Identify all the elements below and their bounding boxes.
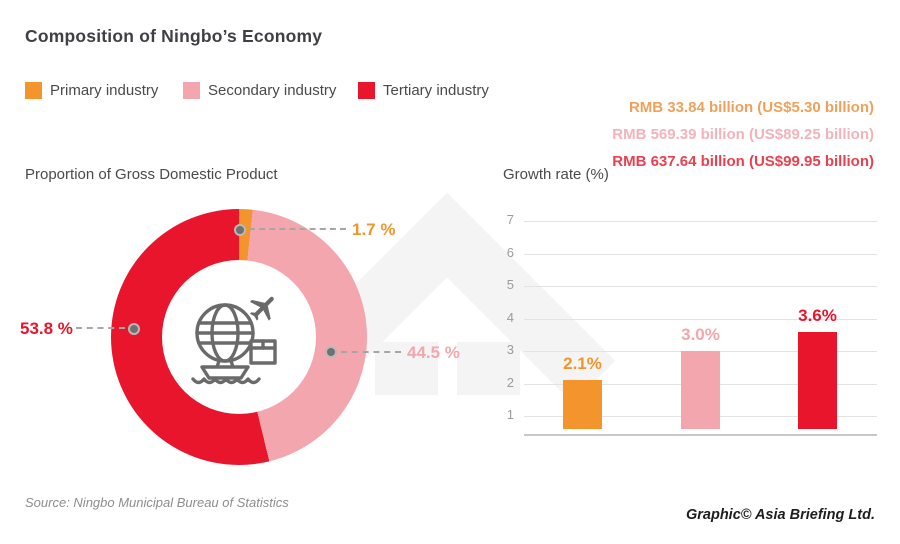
primary-bar-value: 2.1% [563, 354, 602, 374]
airplane-icon [249, 296, 274, 321]
page-title: Composition of Ningbo’s Economy [25, 26, 323, 46]
ship-icon [200, 359, 250, 380]
bar-group-secondary: 3.0% [681, 325, 720, 429]
bar-group-tertiary: 3.6% [798, 306, 837, 429]
legend-item-secondary: Secondary industry [183, 82, 336, 99]
tertiary-swatch [358, 82, 375, 99]
callout-dot [234, 224, 246, 236]
industry-value-list: RMB 33.84 billion (US$5.30 billion) RMB … [612, 94, 874, 175]
primary-share-label: 1.7 % [352, 220, 396, 239]
primary-value: RMB 33.84 billion (US$5.30 billion) [628, 99, 874, 116]
legend-label: Primary industry [50, 82, 159, 99]
tertiary-share-label: 53.8 % [20, 319, 73, 338]
callout-dot [325, 346, 337, 358]
secondary-bar [681, 351, 720, 429]
y-tick-label: 3 [506, 342, 514, 357]
callout-line [76, 327, 125, 329]
global-trade-icon [191, 296, 277, 385]
gridline [524, 253, 877, 255]
y-tick-label: 2 [506, 374, 514, 390]
donut-chart [111, 209, 367, 465]
tertiary-value: RMB 637.64 billion (US$99.95 billion) [612, 153, 874, 170]
bar-plot: 2.1% 3.0% 3.6% 1 2 3 4 5 6 7 [507, 212, 877, 436]
secondary-swatch [183, 82, 200, 99]
legend-item-tertiary: Tertiary industry [358, 82, 489, 99]
primary-bar [563, 380, 602, 429]
x-axis-line [524, 434, 877, 436]
callout-dot [128, 323, 140, 335]
tertiary-bar-value: 3.6% [798, 305, 837, 325]
globe-icon [195, 303, 255, 363]
credit-note: Graphic© Asia Briefing Ltd. [685, 507, 875, 523]
y-tick-label: 1 [506, 407, 514, 422]
bar-chart-title: Growth rate (%) [503, 166, 609, 183]
bar-group-primary: 2.1% [563, 354, 602, 429]
legend-label: Tertiary industry [383, 82, 489, 99]
legend-item-primary: Primary industry [25, 82, 158, 99]
callout-line [341, 351, 401, 353]
secondary-bar-value: 3.0% [681, 325, 720, 344]
gridline [524, 221, 877, 222]
secondary-share-label: 44.5 % [407, 343, 460, 362]
primary-swatch [25, 82, 42, 99]
gridline [524, 318, 877, 320]
secondary-value: RMB 569.39 billion (US$89.25 billion) [612, 126, 874, 143]
legend: Primary industry Secondary industry Tert… [0, 82, 900, 100]
y-tick-label: 4 [506, 309, 514, 325]
donut-chart-title: Proportion of Gross Domestic Product [25, 166, 278, 183]
y-tick-label: 6 [506, 244, 514, 260]
source-note: Source: Ningbo Municipal Bureau of Stati… [25, 495, 289, 510]
y-tick-label: 7 [506, 212, 514, 227]
gridline [524, 286, 877, 287]
donut-hole [162, 260, 316, 414]
tertiary-bar [798, 331, 837, 429]
package-icon [249, 339, 277, 365]
y-tick-label: 5 [506, 277, 514, 292]
legend-label: Secondary industry [208, 82, 337, 99]
waves-icon [191, 377, 261, 385]
callout-line [249, 228, 346, 230]
